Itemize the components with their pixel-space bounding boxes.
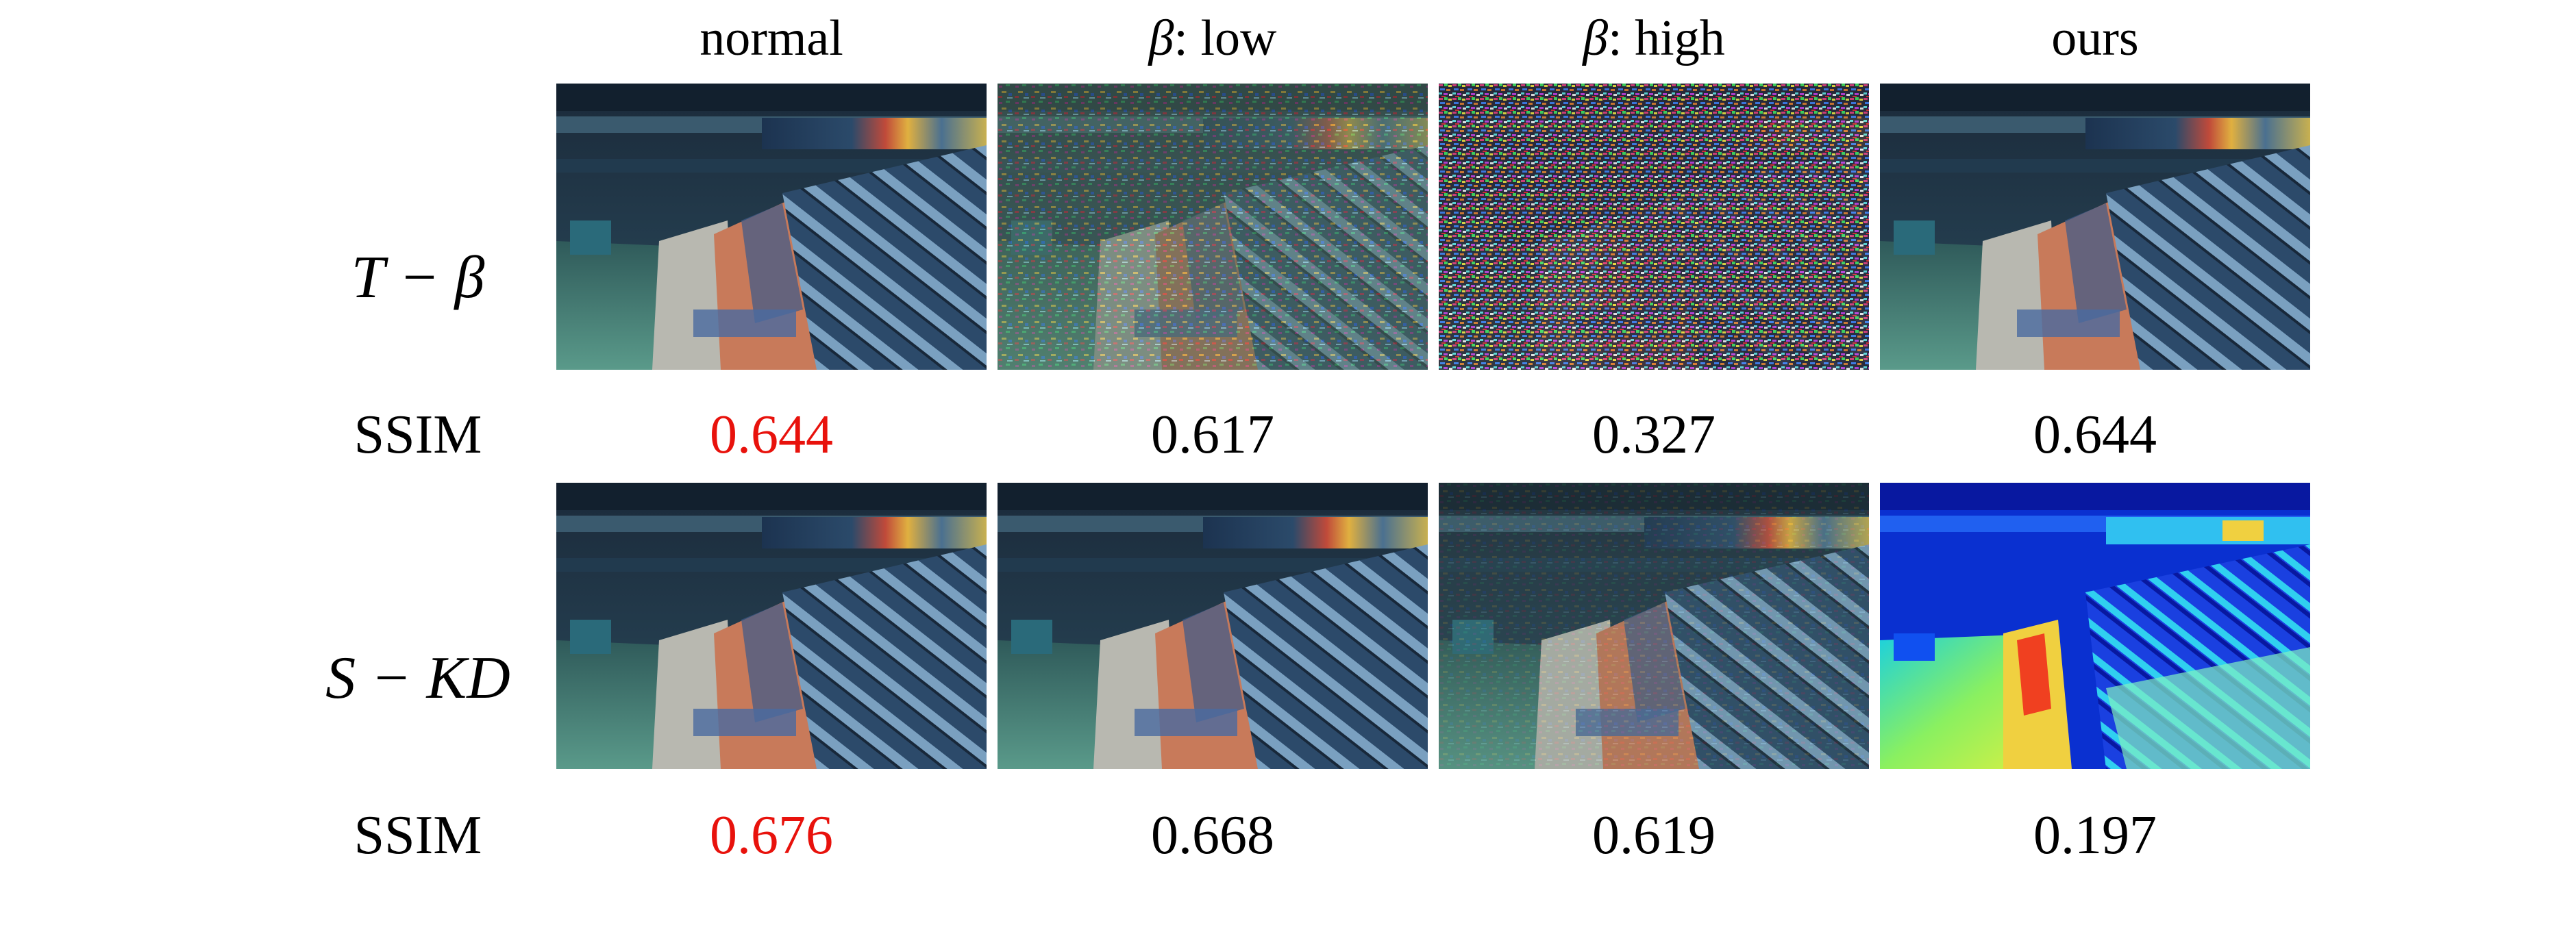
- image-t-beta-high: [1439, 84, 1869, 370]
- ssim-value-t-beta-ours: 0.644: [2033, 405, 2157, 465]
- jet-heatmap: [1880, 483, 2310, 769]
- stadium-photo: [1880, 84, 2310, 370]
- column-header-ours-text: ours: [2051, 10, 2139, 66]
- ssim-label-row2: SSIM: [354, 805, 482, 866]
- beta-symbol: β: [1583, 10, 1609, 66]
- ssim-value-t-beta-high: 0.327: [1592, 405, 1716, 465]
- beta-symbol: β: [1148, 10, 1174, 66]
- column-header-normal: normal: [556, 0, 987, 77]
- ssim-value-t-beta-low: 0.617: [1151, 405, 1274, 465]
- stadium-photo: [556, 84, 987, 370]
- column-header-beta-low-text: : low: [1174, 10, 1277, 66]
- stadium-photo: [1439, 483, 1869, 769]
- image-s-kd-normal: [556, 483, 987, 769]
- stadium-photo: [556, 483, 987, 769]
- column-header-beta-low: β: low: [998, 0, 1428, 77]
- image-s-kd-low: [998, 483, 1428, 769]
- row-label-s-kd: S − KD: [325, 645, 510, 711]
- stadium-photo-light-noise: [998, 84, 1428, 370]
- column-header-beta-high-text: : high: [1608, 10, 1725, 66]
- stadium-photo-heavy-noise: [1439, 84, 1869, 370]
- ssim-value-t-beta-normal: 0.644: [710, 405, 833, 465]
- image-t-beta-normal: [556, 84, 987, 370]
- ssim-value-s-kd-high: 0.619: [1592, 805, 1716, 866]
- image-t-beta-ours: [1880, 84, 2310, 370]
- stadium-photo: [998, 483, 1428, 769]
- image-s-kd-ours: [1880, 483, 2310, 769]
- ssim-value-s-kd-ours: 0.197: [2033, 805, 2157, 866]
- ssim-value-s-kd-normal: 0.676: [710, 805, 833, 866]
- ssim-value-s-kd-low: 0.668: [1151, 805, 1274, 866]
- column-header-beta-high: β: high: [1439, 0, 1869, 77]
- ssim-label-row1: SSIM: [354, 405, 482, 465]
- image-t-beta-low: [998, 84, 1428, 370]
- image-s-kd-high: [1439, 483, 1869, 769]
- column-header-ours: ours: [1880, 0, 2310, 77]
- row-label-t-beta: T − β: [351, 244, 485, 311]
- column-header-normal-text: normal: [699, 10, 843, 66]
